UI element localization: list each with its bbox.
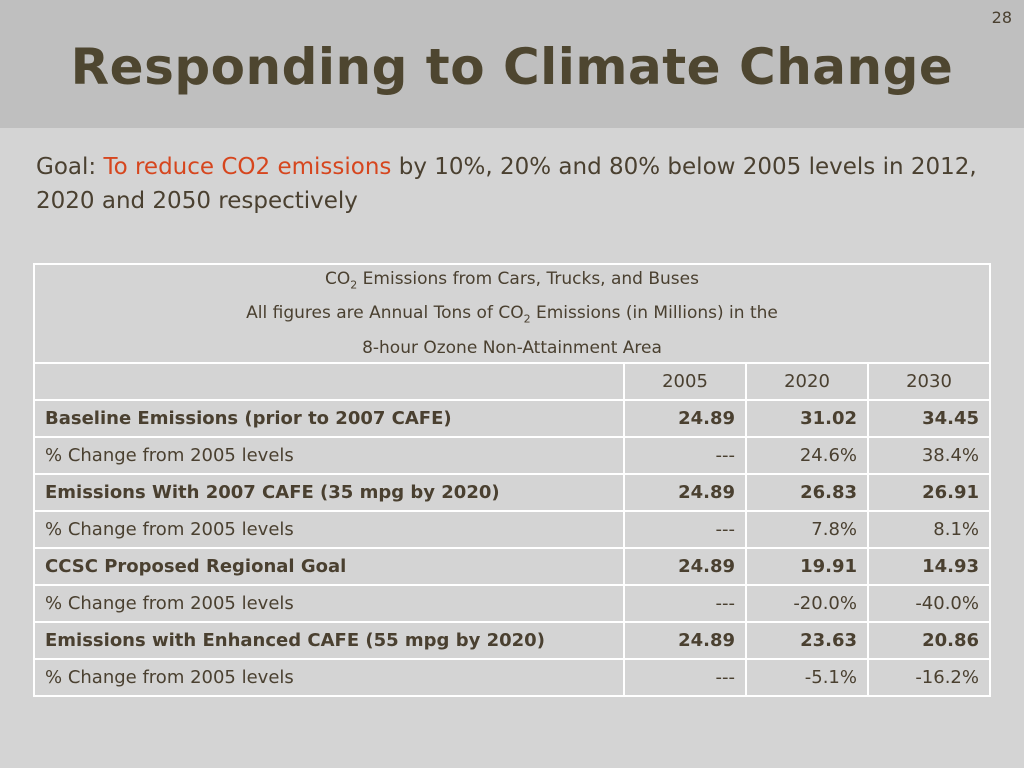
value-2005: 24.89 xyxy=(623,472,747,512)
caption-line-2: All figures are Annual Tons of CO2 Emiss… xyxy=(246,303,778,326)
row-label: CCSC Proposed Regional Goal xyxy=(33,546,625,586)
table-row: % Change from 2005 levels --- -5.1% -16.… xyxy=(33,657,991,697)
value-2030: -40.0% xyxy=(867,583,991,623)
value-2005: --- xyxy=(623,509,747,549)
table-row: Emissions With 2007 CAFE (35 mpg by 2020… xyxy=(33,472,991,512)
value-2005: --- xyxy=(623,435,747,475)
goal-prefix: Goal: xyxy=(36,154,104,180)
slide-number: 28 xyxy=(991,8,1012,27)
row-label: Baseline Emissions (prior to 2007 CAFE) xyxy=(33,398,625,438)
value-2005: --- xyxy=(623,583,747,623)
value-2005: 24.89 xyxy=(623,398,747,438)
year-header-row: 2005 2020 2030 xyxy=(33,361,991,401)
value-2020: 19.91 xyxy=(745,546,869,586)
year-2030: 2030 xyxy=(867,361,991,401)
value-2005: 24.89 xyxy=(623,620,747,660)
year-2005: 2005 xyxy=(623,361,747,401)
value-2020: -5.1% xyxy=(745,657,869,697)
value-2005: --- xyxy=(623,657,747,697)
caption-line-1: CO2 Emissions from Cars, Trucks, and Bus… xyxy=(325,269,699,292)
value-2020: 7.8% xyxy=(745,509,869,549)
table-caption: CO2 Emissions from Cars, Trucks, and Bus… xyxy=(33,263,991,364)
goal-statement: Goal: To reduce CO2 emissions by 10%, 20… xyxy=(36,150,996,218)
value-2030: 14.93 xyxy=(867,546,991,586)
caption-row: CO2 Emissions from Cars, Trucks, and Bus… xyxy=(33,263,991,364)
slide-header: 28 Responding to Climate Change xyxy=(0,0,1024,128)
row-label: % Change from 2005 levels xyxy=(33,583,625,623)
goal-highlight: To reduce CO2 emissions xyxy=(103,154,392,180)
value-2020: 24.6% xyxy=(745,435,869,475)
value-2030: 20.86 xyxy=(867,620,991,660)
value-2030: -16.2% xyxy=(867,657,991,697)
value-2020: 23.63 xyxy=(745,620,869,660)
caption-line-3: 8-hour Ozone Non-Attainment Area xyxy=(362,337,662,358)
table-row: Baseline Emissions (prior to 2007 CAFE) … xyxy=(33,398,991,438)
table-row: % Change from 2005 levels --- 24.6% 38.4… xyxy=(33,435,991,475)
year-2020: 2020 xyxy=(745,361,869,401)
row-label: % Change from 2005 levels xyxy=(33,435,625,475)
value-2020: 31.02 xyxy=(745,398,869,438)
emissions-table: CO2 Emissions from Cars, Trucks, and Bus… xyxy=(33,263,991,697)
value-2020: 26.83 xyxy=(745,472,869,512)
table-row: CCSC Proposed Regional Goal 24.89 19.91 … xyxy=(33,546,991,586)
table-row: % Change from 2005 levels --- 7.8% 8.1% xyxy=(33,509,991,549)
year-header-blank xyxy=(33,361,625,401)
row-label: Emissions with Enhanced CAFE (55 mpg by … xyxy=(33,620,625,660)
row-label: % Change from 2005 levels xyxy=(33,657,625,697)
value-2020: -20.0% xyxy=(745,583,869,623)
table-row: Emissions with Enhanced CAFE (55 mpg by … xyxy=(33,620,991,660)
goal-rest: by 10%, 20% and 80% below 2005 levels in… xyxy=(36,154,977,214)
slide-title: Responding to Climate Change xyxy=(70,38,954,96)
row-label: Emissions With 2007 CAFE (35 mpg by 2020… xyxy=(33,472,625,512)
value-2030: 8.1% xyxy=(867,509,991,549)
value-2005: 24.89 xyxy=(623,546,747,586)
value-2030: 38.4% xyxy=(867,435,991,475)
value-2030: 34.45 xyxy=(867,398,991,438)
value-2030: 26.91 xyxy=(867,472,991,512)
row-label: % Change from 2005 levels xyxy=(33,509,625,549)
table-row: % Change from 2005 levels --- -20.0% -40… xyxy=(33,583,991,623)
